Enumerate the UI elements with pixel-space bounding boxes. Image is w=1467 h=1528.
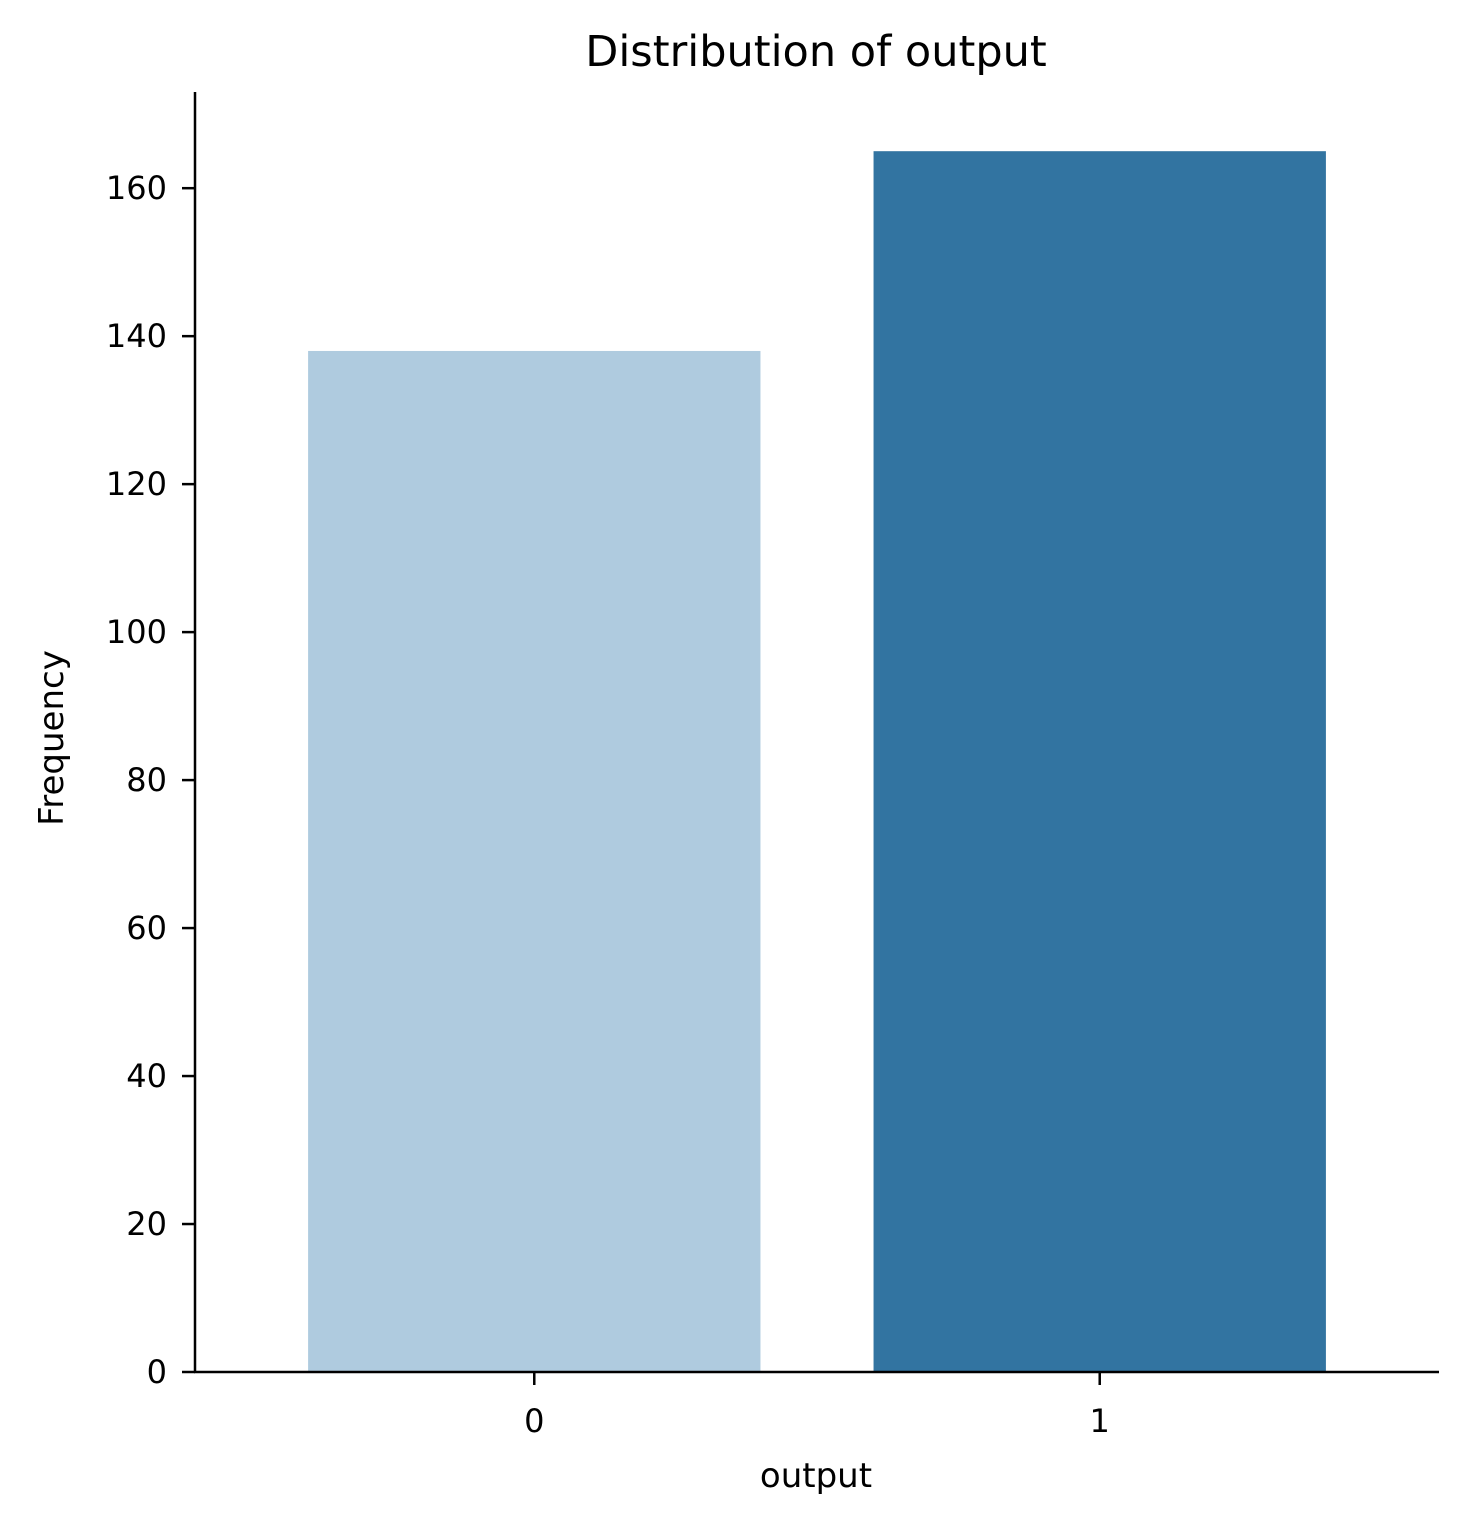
y-tick-label: 120 <box>106 465 167 503</box>
x-tick-label: 1 <box>1090 1402 1110 1440</box>
y-tick-label: 160 <box>106 169 167 207</box>
y-tick-label: 40 <box>126 1057 167 1095</box>
y-tick-label: 100 <box>106 613 167 651</box>
y-tick-label: 140 <box>106 317 167 355</box>
bar-1 <box>873 151 1326 1372</box>
chart-title: Distribution of output <box>585 27 1046 77</box>
bar-0 <box>308 350 761 1372</box>
x-axis-label: output <box>760 1456 872 1496</box>
y-tick-label: 60 <box>126 909 167 947</box>
y-tick-label: 0 <box>147 1353 167 1391</box>
y-axis-ticks: 0 20 40 60 80 100 120 140 160 <box>106 169 195 1391</box>
y-axis-label: Frequency <box>32 650 72 826</box>
y-tick-label: 20 <box>126 1205 167 1243</box>
y-tick-label: 80 <box>126 761 167 799</box>
bars-group <box>308 151 1326 1372</box>
x-tick-label: 0 <box>524 1402 544 1440</box>
